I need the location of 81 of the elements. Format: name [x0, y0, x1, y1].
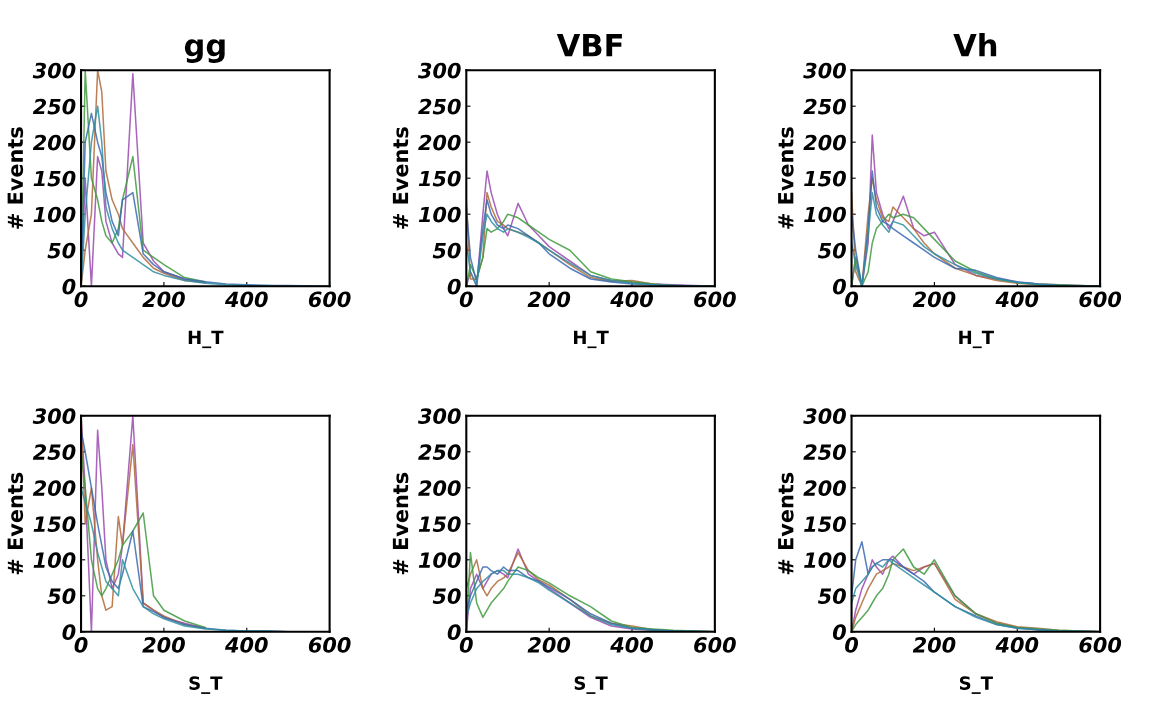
y-tick-label: 200: [32, 134, 76, 151]
y-tick-label: 50: [432, 242, 461, 259]
x-axis-title: S_T: [959, 676, 993, 694]
x-tick-label: 0: [74, 637, 88, 653]
chart-title: gg: [184, 39, 225, 63]
x-tick-label: 600: [1079, 291, 1122, 308]
x-axis-title: H_T: [959, 330, 994, 349]
y-tick-label: 0: [832, 278, 846, 295]
y-tick-label: 300: [803, 408, 846, 425]
chart-title: Vh: [953, 33, 997, 57]
x-tick-label: 200: [912, 291, 956, 308]
y-tick-label: 50: [47, 588, 76, 605]
y-tick-label: 250: [803, 98, 846, 115]
y-tick-label: 150: [33, 170, 76, 187]
y-tick-label: 50: [817, 242, 846, 259]
y-tick-label: 0: [832, 624, 846, 641]
x-tick-label: 400: [610, 291, 654, 308]
y-tick-label: 300: [417, 62, 461, 79]
x-tick-label: 200: [527, 637, 571, 653]
x-axis-title: H_T: [188, 330, 224, 349]
y-tick-label: 100: [33, 552, 76, 569]
y-axis-title: # Events: [392, 472, 409, 575]
y-tick-label: 100: [804, 552, 846, 569]
x-axis-title: H_T: [574, 330, 609, 349]
y-tick-label: 200: [32, 480, 76, 497]
y-tick-label: 0: [447, 278, 461, 295]
y-tick-label: 200: [418, 134, 461, 151]
y-tick-label: 0: [62, 624, 76, 641]
y-tick-label: 200: [418, 480, 461, 497]
y-tick-label: 50: [817, 588, 846, 605]
y-tick-label: 50: [47, 242, 76, 259]
x-tick-label: 600: [308, 291, 351, 308]
x-tick-label: 200: [142, 291, 185, 308]
y-tick-label: 300: [32, 62, 76, 79]
y-tick-label: 250: [32, 444, 76, 461]
x-tick-label: 600: [1079, 637, 1122, 653]
y-tick-label: 150: [804, 170, 846, 187]
x-tick-label: 0: [845, 637, 859, 653]
y-tick-label: 150: [804, 516, 846, 533]
y-tick-label: 0: [62, 278, 76, 295]
x-tick-label: 0: [845, 291, 859, 308]
x-tick-label: 600: [308, 637, 351, 653]
x-tick-label: 0: [459, 637, 473, 653]
y-tick-label: 0: [447, 624, 461, 641]
y-axis-title: # Events: [7, 127, 24, 229]
y-tick-label: 250: [418, 444, 461, 461]
y-tick-label: 100: [804, 206, 846, 223]
y-tick-label: 300: [417, 408, 461, 425]
chart-title: VBF: [556, 34, 622, 57]
x-tick-label: 200: [527, 291, 571, 308]
x-tick-label: 600: [694, 291, 736, 308]
y-tick-label: 150: [418, 516, 461, 533]
x-tick-label: 200: [912, 637, 956, 653]
y-tick-label: 250: [32, 98, 76, 115]
y-tick-label: 250: [418, 98, 461, 115]
x-tick-label: 600: [694, 637, 736, 653]
x-tick-label: 200: [142, 637, 185, 653]
x-tick-label: 400: [995, 637, 1039, 653]
y-axis-title: # Events: [392, 127, 409, 229]
x-axis-title: S_T: [574, 676, 608, 694]
y-axis-title: # Events: [778, 127, 794, 229]
y-axis-title: # Events: [778, 472, 794, 575]
x-tick-label: 400: [224, 291, 268, 308]
y-axis-title: # Events: [7, 472, 24, 575]
y-tick-label: 300: [32, 408, 76, 425]
x-axis-title: S_T: [189, 676, 223, 694]
y-tick-label: 100: [418, 552, 461, 569]
y-tick-label: 200: [803, 480, 846, 497]
y-tick-label: 50: [432, 588, 461, 605]
x-tick-label: 0: [459, 291, 473, 308]
y-tick-label: 100: [418, 206, 461, 223]
y-tick-label: 150: [418, 170, 461, 187]
x-tick-label: 400: [610, 637, 654, 653]
x-tick-label: 400: [224, 637, 268, 653]
y-tick-label: 150: [33, 516, 76, 533]
y-tick-label: 300: [803, 62, 846, 79]
y-tick-label: 250: [803, 444, 846, 461]
y-tick-label: 200: [803, 134, 846, 151]
x-tick-label: 400: [995, 291, 1039, 308]
y-tick-label: 100: [33, 206, 76, 223]
x-tick-label: 0: [74, 291, 88, 308]
